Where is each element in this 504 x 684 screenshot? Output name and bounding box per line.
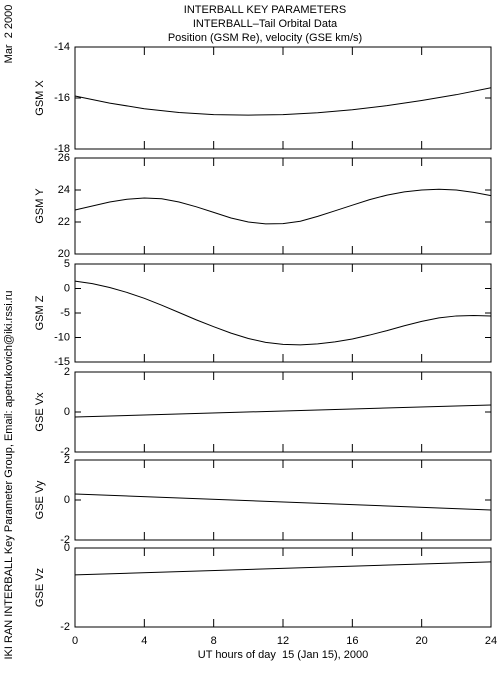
panel-frame	[74, 157, 492, 255]
y-axis-label: GSE Vz	[34, 568, 46, 607]
date: Mar 2 2000	[3, 5, 15, 64]
y-tick-label: -10	[54, 331, 70, 343]
y-tick-label: 0	[64, 282, 70, 294]
chart-subtitle: INTERBALL–Tail Orbital Data	[193, 18, 338, 30]
y-tick-label: 2	[64, 454, 70, 466]
data-line	[74, 404, 492, 418]
x-tick-label: 20	[416, 635, 428, 647]
panel-frame	[74, 263, 492, 363]
y-tick-label: -2	[60, 534, 70, 546]
panel-frame	[74, 371, 492, 453]
y-tick-label: -18	[54, 143, 70, 155]
data-line	[74, 280, 492, 346]
y-axis-label: GSM X	[34, 80, 46, 116]
x-tick-label: 12	[277, 635, 289, 647]
y-axis-label: GSM Z	[34, 295, 46, 330]
x-tick-label: 8	[211, 635, 217, 647]
y-tick-label: 0	[64, 494, 70, 506]
y-tick-label: -15	[54, 356, 70, 368]
chart-title: INTERBALL KEY PARAMETERS	[184, 4, 346, 16]
data-line	[74, 493, 492, 511]
y-tick-label: -16	[54, 92, 70, 104]
x-axis-label: UT hours of day 15 (Jan 15), 2000	[198, 649, 368, 661]
y-axis-label: GSE Vx	[34, 392, 46, 432]
x-tick-label: 24	[485, 635, 497, 647]
y-axis-label: GSE Vy	[34, 480, 46, 519]
y-tick-label: 24	[58, 184, 70, 196]
y-tick-label: -2	[60, 446, 70, 458]
y-tick-label: 0	[64, 542, 70, 554]
x-tick-label: 0	[72, 635, 78, 647]
y-tick-label: -14	[54, 41, 70, 53]
y-tick-label: 0	[64, 406, 70, 418]
y-axis-label: GSM Y	[34, 188, 46, 224]
y-tick-label: 2	[64, 366, 70, 378]
credit: IKI RAN INTERBALL Key Parameter Group, E…	[3, 291, 15, 660]
chart-description: Position (GSM Re), velocity (GSE km/s)	[168, 32, 362, 44]
y-tick-label: 20	[58, 248, 70, 260]
panel-frame	[74, 46, 492, 150]
x-tick-label: 4	[141, 635, 147, 647]
data-line	[74, 188, 492, 225]
data-line	[74, 561, 492, 576]
panel-frame	[74, 459, 492, 541]
x-tick-label: 16	[346, 635, 358, 647]
panel-frame	[74, 547, 492, 628]
y-tick-label: 5	[64, 258, 70, 270]
y-tick-label: -2	[60, 621, 70, 633]
data-line	[74, 87, 492, 116]
y-tick-label: -5	[60, 307, 70, 319]
y-tick-label: 26	[58, 152, 70, 164]
y-tick-label: 22	[58, 216, 70, 228]
